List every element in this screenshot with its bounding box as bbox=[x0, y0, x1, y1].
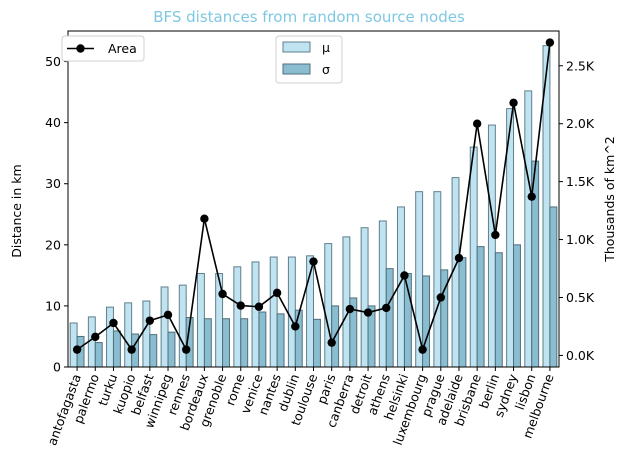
bar-mu bbox=[360, 227, 369, 368]
area-point bbox=[363, 308, 373, 317]
bars-layer bbox=[69, 45, 558, 368]
y-tick-label: 50 bbox=[45, 54, 61, 69]
bar-mu bbox=[287, 256, 296, 368]
line-layer bbox=[72, 38, 555, 354]
bar-sigma bbox=[94, 342, 103, 368]
bar-mu bbox=[378, 220, 387, 368]
bar-sigma bbox=[458, 257, 467, 368]
y2-tick-label: 1.5K bbox=[566, 174, 595, 189]
bar-mu bbox=[524, 90, 533, 368]
bar-mu bbox=[324, 243, 333, 368]
bar-sigma bbox=[513, 244, 521, 368]
legend-sigma-swatch bbox=[282, 63, 311, 75]
y-tick-label: 0 bbox=[53, 360, 61, 375]
area-point bbox=[345, 304, 355, 314]
area-point bbox=[182, 345, 191, 354]
bar-sigma bbox=[149, 334, 158, 368]
bar-sigma bbox=[222, 318, 230, 368]
bar-mu bbox=[196, 273, 205, 368]
y2-tick-label: 2.5K bbox=[566, 58, 595, 73]
bar-sigma bbox=[112, 330, 121, 368]
y2-tick-label: 0.5K bbox=[566, 290, 595, 305]
legend-mu-swatch bbox=[282, 41, 311, 53]
legend-sigma-label: σ bbox=[322, 62, 330, 77]
area-point bbox=[400, 271, 409, 280]
area-point bbox=[127, 345, 136, 354]
area-point bbox=[472, 119, 482, 128]
y-tick-label: 40 bbox=[45, 115, 61, 130]
legend-line-marker bbox=[76, 44, 85, 53]
area-point bbox=[436, 293, 445, 302]
bar-mu bbox=[124, 302, 133, 368]
bar-mu bbox=[160, 286, 169, 368]
area-point bbox=[327, 338, 336, 347]
area-point bbox=[254, 302, 264, 311]
area-point bbox=[291, 322, 300, 331]
area-point bbox=[382, 303, 391, 313]
bar-mu bbox=[469, 146, 478, 368]
legend-line-box bbox=[61, 35, 145, 62]
y-tick-label: 10 bbox=[45, 298, 61, 313]
bar-sigma bbox=[294, 309, 303, 368]
area-point bbox=[418, 345, 427, 354]
legend-line-label: Area bbox=[108, 41, 137, 56]
bar-mu bbox=[178, 284, 187, 368]
area-point bbox=[218, 289, 227, 299]
bar-sigma bbox=[258, 311, 267, 368]
bar-sigma bbox=[167, 331, 176, 368]
y-axis-label: Distance in km bbox=[9, 164, 24, 257]
bar-sigma bbox=[549, 206, 558, 368]
y2-tick-label: 0.0K bbox=[566, 348, 595, 363]
area-point bbox=[236, 301, 245, 310]
area-point bbox=[272, 288, 282, 298]
y2-tick-label: 2.0K bbox=[566, 116, 595, 131]
y2-tick-label: 1.0K bbox=[566, 232, 595, 247]
bar-sigma bbox=[276, 313, 285, 368]
bar-mu bbox=[433, 191, 442, 368]
bar-sigma bbox=[494, 252, 503, 368]
area-point bbox=[91, 332, 100, 342]
bar-mu bbox=[269, 256, 278, 368]
area-point bbox=[545, 38, 555, 47]
bar-mu bbox=[342, 236, 351, 368]
legend-mu-label: μ bbox=[322, 40, 330, 55]
bar-sigma bbox=[240, 318, 249, 368]
bar-sigma bbox=[313, 318, 321, 368]
bar-sigma bbox=[385, 268, 394, 368]
area-point bbox=[491, 230, 500, 240]
area-point bbox=[309, 257, 318, 266]
y-tick-label: 20 bbox=[45, 237, 61, 252]
bar-sigma bbox=[476, 246, 485, 368]
bar-mu bbox=[142, 300, 151, 368]
area-point bbox=[509, 98, 518, 108]
bar-mu bbox=[415, 191, 424, 368]
area-point bbox=[527, 192, 536, 201]
area-point bbox=[145, 316, 155, 325]
y-tick-label: 30 bbox=[45, 176, 61, 191]
bar-sigma bbox=[203, 318, 212, 368]
area-point bbox=[454, 253, 464, 263]
bar-mu bbox=[233, 266, 242, 368]
bar-mu bbox=[69, 322, 78, 368]
area-point bbox=[200, 214, 209, 223]
bar-mu bbox=[487, 124, 496, 368]
area-point bbox=[109, 318, 118, 328]
chart-title: BFS distances from random source nodes bbox=[153, 8, 465, 26]
bar-mu bbox=[106, 306, 114, 368]
secondary-y-axis-label: Thousands of km^2 bbox=[602, 136, 617, 263]
area-point bbox=[163, 310, 173, 320]
area-point bbox=[72, 345, 82, 354]
legends-layer: Area μσ bbox=[61, 35, 343, 84]
bar-mu bbox=[251, 261, 260, 368]
